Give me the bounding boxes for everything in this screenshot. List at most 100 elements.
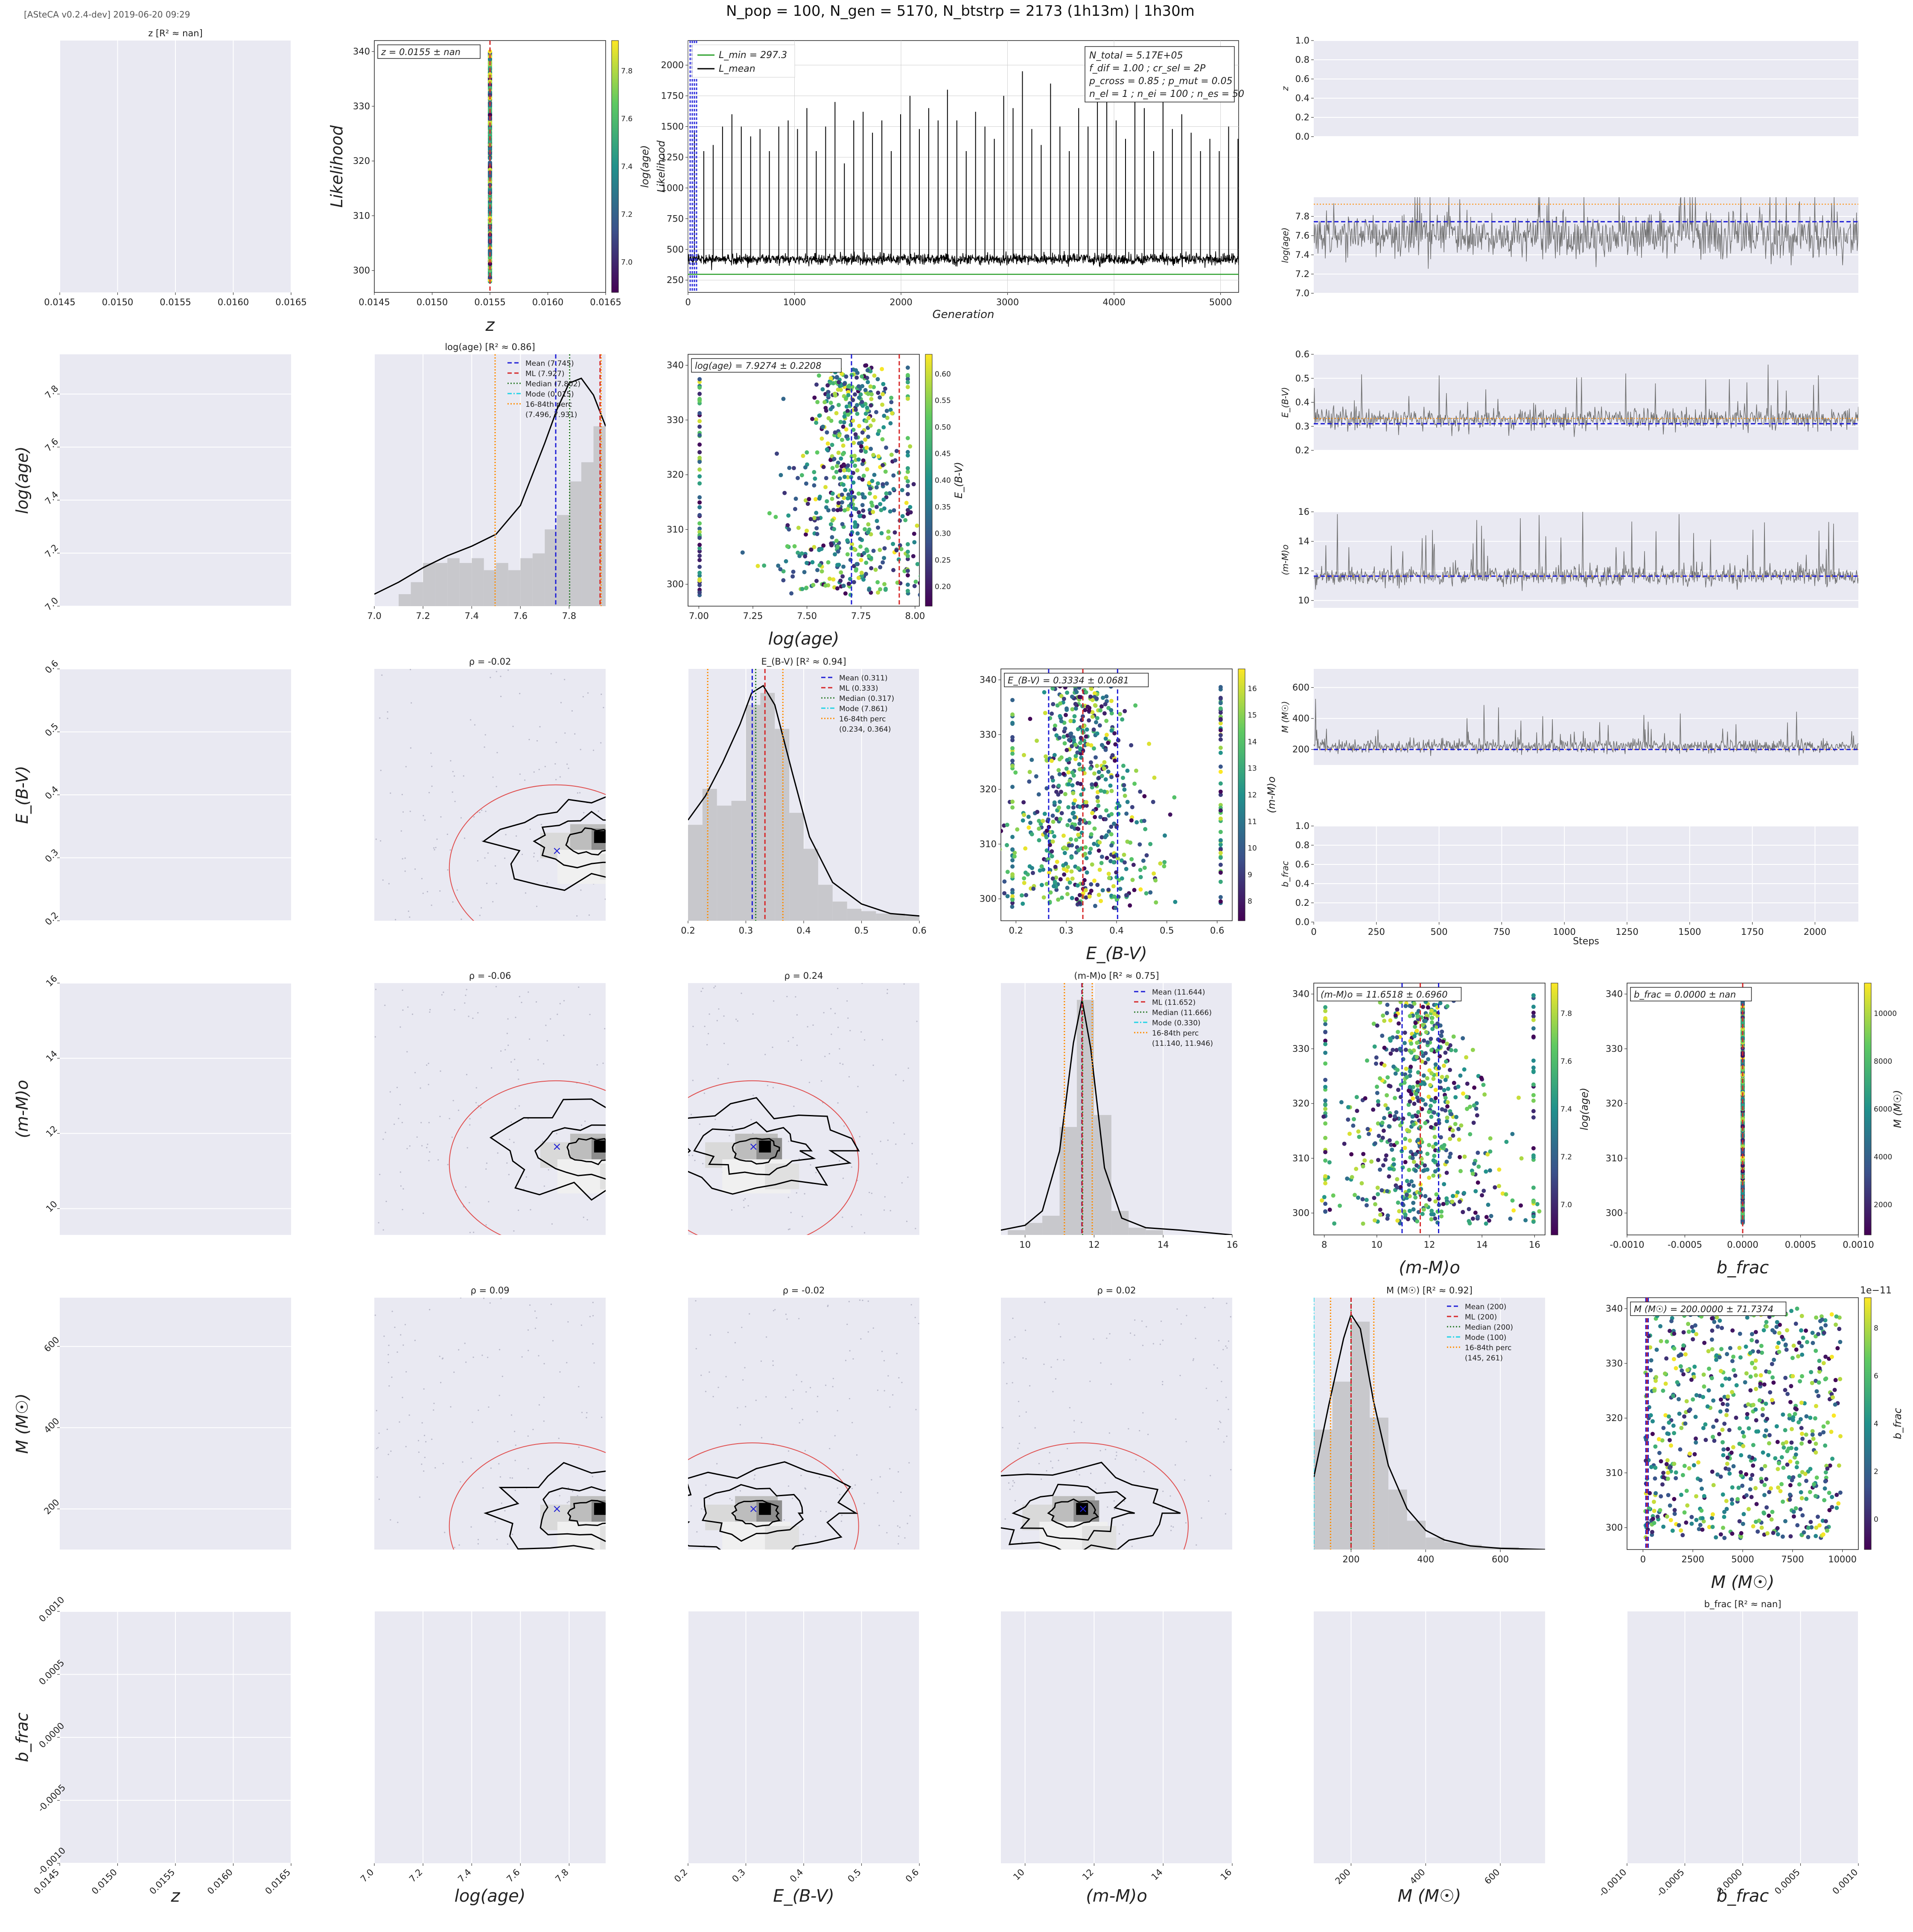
sample-point [453, 1372, 455, 1373]
sample-point [1437, 1173, 1441, 1178]
sample-point [852, 454, 857, 458]
sample-point [812, 1024, 814, 1026]
sample-point [701, 1508, 702, 1509]
sample-point [729, 1135, 730, 1136]
sample-point [1121, 764, 1126, 768]
tick-label-y: 0.8 [1295, 840, 1309, 850]
sample-point [539, 769, 540, 770]
sample-point [1063, 851, 1067, 855]
sample-point [1076, 727, 1080, 731]
sample-point [1531, 1083, 1536, 1087]
sample-point [872, 418, 876, 422]
sample-point [1086, 742, 1090, 747]
sample-point [861, 578, 866, 582]
sample-point [880, 367, 884, 371]
sample-point [1129, 743, 1133, 747]
sample-point [1412, 1034, 1417, 1039]
sample-point [812, 470, 816, 474]
sample-point [697, 411, 702, 415]
sample-point [504, 1049, 506, 1051]
sample-point [388, 1354, 389, 1355]
colorbar-tick: 14 [1248, 738, 1257, 746]
tick-label-x: 0.0155 [474, 297, 505, 307]
sample-point [898, 1543, 899, 1544]
sample-point [1323, 1042, 1327, 1046]
histogram-bar [411, 582, 423, 606]
sample-point [1423, 1102, 1428, 1106]
sample-point [551, 673, 552, 674]
histogram-bar [581, 462, 594, 606]
tick-label-x: 750 [1493, 927, 1510, 937]
sample-point [1153, 878, 1158, 882]
sample-point [1010, 764, 1015, 768]
sample-point [1461, 1036, 1465, 1040]
sample-point [423, 893, 424, 894]
sample-point [1134, 769, 1138, 773]
sample-point [390, 1519, 391, 1521]
sample-point [420, 1122, 422, 1123]
sample-point [1075, 750, 1079, 755]
sample-point [1090, 811, 1094, 815]
sample-point [1497, 1184, 1501, 1188]
sample-point [789, 591, 793, 595]
sample-point [423, 1213, 424, 1214]
sample-point [1050, 849, 1054, 853]
tick-label-x: 7.50 [797, 611, 817, 621]
sample-point [824, 505, 828, 510]
tick-label-y: 600 [1292, 683, 1309, 693]
sample-point [906, 573, 910, 578]
sample-point [1023, 846, 1027, 851]
sample-point [469, 1124, 470, 1126]
sample-point [1041, 819, 1045, 823]
sample-point [1078, 746, 1082, 750]
sample-point [804, 532, 808, 537]
ml-marker [594, 1141, 606, 1153]
sample-point [450, 1406, 451, 1407]
sample-point [424, 1435, 425, 1436]
sample-point [600, 742, 601, 744]
sample-point [1476, 1180, 1480, 1185]
sample-point [1040, 864, 1044, 869]
sample-point [572, 710, 573, 712]
sample-point [465, 995, 466, 996]
sample-point [737, 1020, 738, 1021]
mean-marker: × [749, 1141, 758, 1153]
sample-point [775, 452, 779, 456]
tick-label-y: 310 [1292, 1153, 1309, 1163]
tick-label-y: 320 [980, 784, 997, 794]
sample-point [1010, 746, 1015, 750]
sample-point [863, 438, 867, 442]
sample-point [978, 564, 982, 568]
sample-point [788, 1197, 789, 1198]
plot-area [1314, 512, 1858, 608]
legend-entry: 16-84th perc [839, 715, 886, 724]
sample-point [1381, 1135, 1385, 1140]
histogram-bar [717, 805, 732, 921]
sample-point [522, 854, 523, 855]
sample-point [911, 554, 916, 558]
sample-point [1458, 1155, 1462, 1159]
colorbar [1238, 669, 1245, 921]
sample-point [1429, 1209, 1434, 1213]
sample-point [844, 374, 848, 379]
sample-point [802, 1419, 803, 1420]
sample-point [846, 393, 851, 397]
sample-point [691, 1114, 692, 1115]
sample-point [881, 392, 885, 396]
sample-point [528, 992, 529, 993]
sample-point [424, 1457, 426, 1458]
sample-point [1395, 1068, 1400, 1072]
tick-label-y: 400 [42, 1416, 61, 1435]
sample-point [1444, 1196, 1449, 1200]
sample-point [1084, 888, 1088, 893]
sample-point [709, 1013, 710, 1015]
sample-point [839, 570, 843, 575]
sample-point [1152, 776, 1157, 780]
sample-point [380, 770, 382, 771]
sample-point [788, 1485, 789, 1487]
sample-point [1411, 1122, 1416, 1127]
sample-point [1446, 1100, 1450, 1104]
sample-point [495, 865, 496, 867]
colorbar-label: E_(B-V) [953, 462, 965, 499]
sample-point [787, 527, 791, 531]
